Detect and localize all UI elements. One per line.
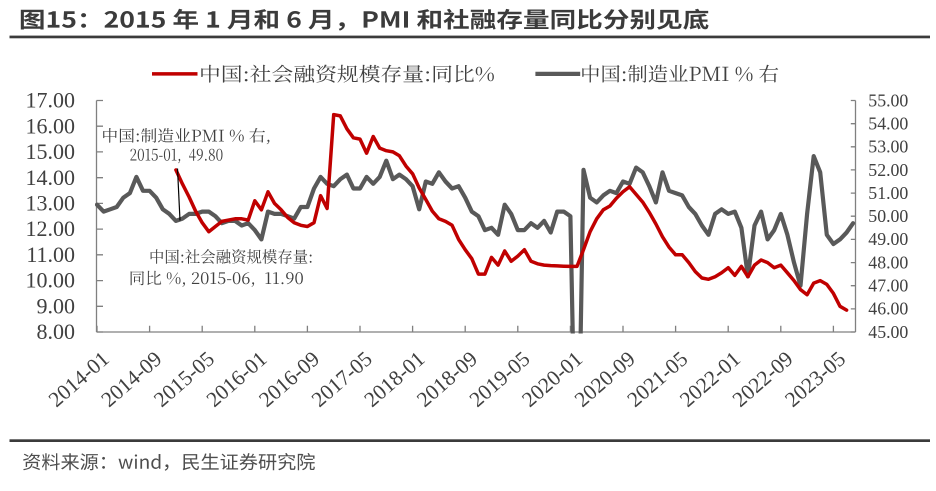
svg-text:17.00: 17.00 (26, 88, 76, 113)
svg-text:8.00: 8.00 (37, 319, 76, 344)
svg-text:54.00: 54.00 (868, 114, 908, 134)
svg-text:51.00: 51.00 (868, 183, 908, 203)
svg-text:52.00: 52.00 (868, 160, 908, 180)
svg-text:48.00: 48.00 (868, 252, 908, 272)
svg-text:10.00: 10.00 (26, 268, 76, 293)
svg-text:9.00: 9.00 (37, 293, 76, 318)
svg-text:50.00: 50.00 (868, 206, 908, 226)
svg-text:16.00: 16.00 (26, 113, 76, 138)
svg-text:55.00: 55.00 (868, 90, 908, 110)
svg-text:12.00: 12.00 (26, 216, 76, 241)
svg-text:15.00: 15.00 (26, 139, 76, 164)
svg-text:46.00: 46.00 (868, 299, 908, 319)
svg-text:53.00: 53.00 (868, 137, 908, 157)
svg-text:14.00: 14.00 (26, 165, 76, 190)
svg-text:45.00: 45.00 (868, 322, 908, 342)
svg-text:11.00: 11.00 (26, 242, 75, 267)
svg-text:49.00: 49.00 (868, 229, 908, 249)
svg-text:13.00: 13.00 (26, 191, 76, 216)
svg-text:47.00: 47.00 (868, 276, 908, 296)
